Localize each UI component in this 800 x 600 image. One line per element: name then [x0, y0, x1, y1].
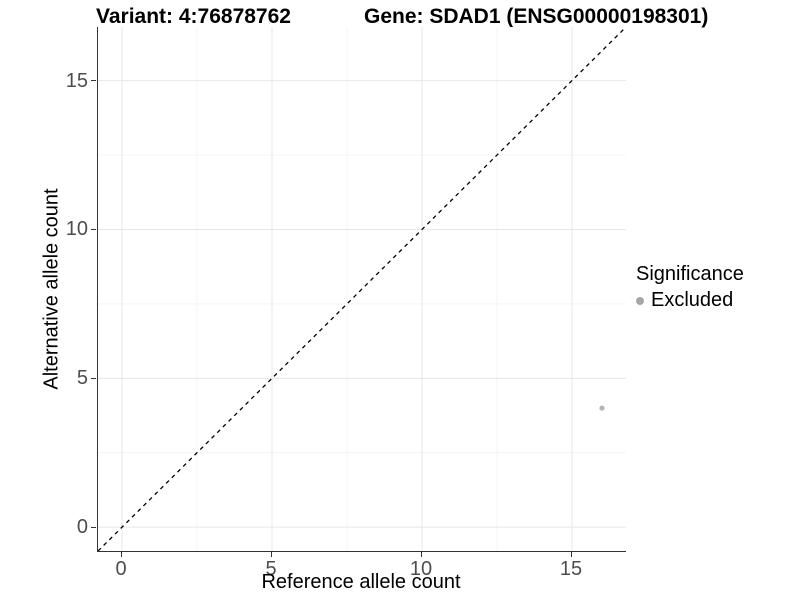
legend-item-excluded: Excluded [636, 289, 744, 312]
y-axis-title: Alternative allele count [40, 188, 63, 390]
legend-item-label: Excluded [651, 289, 734, 311]
y-tick-label: 10 [65, 218, 88, 241]
x-tick-mark [270, 552, 272, 557]
x-axis-title: Reference allele count [261, 571, 461, 593]
legend: Significance Excluded [636, 263, 744, 312]
gene-title: Gene: SDAD1 (ENSG00000198301) [364, 5, 709, 28]
y-tick-label: 15 [65, 69, 88, 92]
identity-dashed-line [98, 27, 626, 551]
data-point [599, 405, 605, 411]
y-tick-label: 0 [76, 516, 88, 539]
excluded-point-icon [636, 296, 644, 305]
y-tick-mark [91, 228, 96, 230]
y-tick-mark [91, 80, 96, 82]
variant-title: Variant: 4:76878762 [96, 5, 291, 28]
plot-canvas [98, 27, 626, 551]
plot-panel [97, 27, 626, 552]
x-tick-label: 15 [559, 558, 583, 580]
x-tick-label: 5 [265, 558, 277, 580]
x-tick-mark [570, 552, 572, 557]
x-tick-mark [420, 552, 422, 557]
y-tick-label: 5 [76, 367, 88, 390]
x-tick-label: 0 [115, 558, 127, 580]
y-tick-mark [91, 377, 96, 379]
x-tick-label: 10 [409, 558, 433, 580]
x-tick-mark [120, 552, 122, 557]
legend-title: Significance [636, 263, 744, 285]
y-tick-mark [91, 526, 96, 528]
